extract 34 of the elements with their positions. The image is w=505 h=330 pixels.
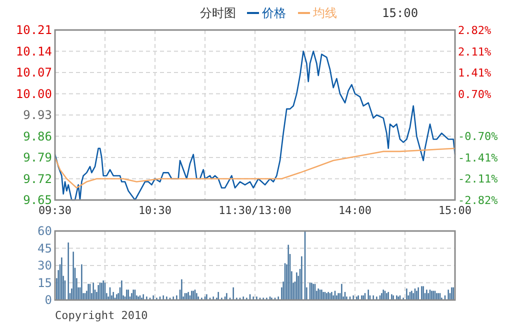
y2-tick-label: 1.41%	[458, 66, 492, 80]
y2-tick-label: -0.70%	[458, 130, 498, 144]
line-series	[54, 148, 456, 189]
y-tick-label: 10.07	[16, 66, 52, 80]
chart-title: 分时图	[200, 6, 236, 20]
legend-label: 价格	[261, 6, 286, 20]
text: Copyright 2010	[55, 309, 148, 322]
y2-tick-label: -2.11%	[458, 172, 498, 186]
legend-label: 均线	[312, 6, 337, 20]
y-tick-label: 10.14	[16, 44, 52, 58]
x-tick-label: 11:30/13:00	[218, 204, 292, 217]
y-tick-label: 0	[44, 293, 52, 307]
y-tick-label: 10.00	[16, 86, 52, 101]
line-series	[54, 50, 456, 201]
y2-tick-label: -1.41%	[458, 152, 498, 164]
y-tick-label: 9.65	[23, 193, 52, 207]
x-tick-label: 14:00	[338, 204, 372, 217]
y-tick-label: 30	[38, 258, 52, 272]
y2-tick-label: -2.82%	[458, 194, 498, 207]
text: 15:00	[382, 6, 418, 20]
y-tick-label: 60	[38, 224, 52, 238]
y-tick-label: 9.79	[23, 150, 52, 164]
y-tick-label: 9.93	[23, 108, 52, 122]
y2-tick-label: 0.70%	[458, 88, 492, 101]
y-tick-label: 10.21	[16, 23, 52, 37]
y-tick-label: 15	[38, 276, 52, 290]
y2-tick-label: 2.11%	[458, 45, 492, 58]
y-tick-label: 45	[38, 241, 52, 256]
x-tick-label: 15:00	[438, 204, 472, 217]
x-tick-label: 09:30	[38, 204, 72, 217]
y-tick-label: 9.72	[23, 172, 52, 186]
y2-tick-label: 2.82%	[458, 24, 492, 37]
y-tick-label: 9.86	[23, 129, 52, 144]
x-tick-label: 10:30	[138, 204, 172, 217]
